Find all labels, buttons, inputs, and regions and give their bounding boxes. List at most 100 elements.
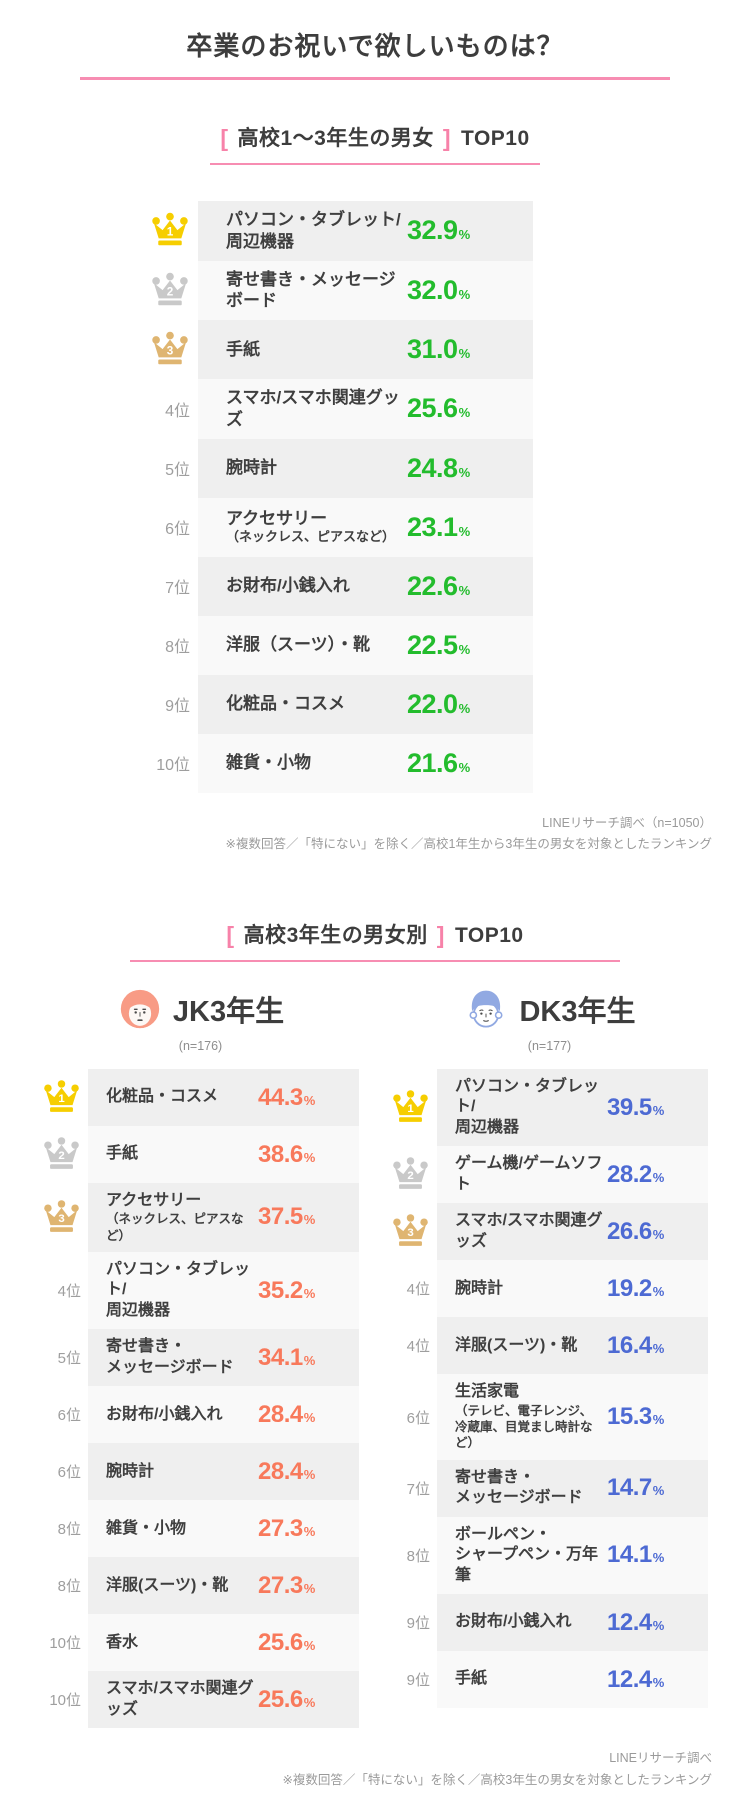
crown-bronze-icon: 3	[393, 1214, 428, 1247]
item-value: 14.1%	[607, 1541, 665, 1569]
item-value: 25.6%	[407, 393, 470, 424]
item-label: ボールペン・ シャープペン・万年筆	[455, 1525, 599, 1584]
ranking-row-body: 寄せ書き・ メッセージボード 14.7%	[437, 1459, 708, 1517]
item-label: 香水	[106, 1633, 139, 1651]
percent-sign: %	[652, 1283, 665, 1299]
crown-bronze-icon: 3	[44, 1200, 79, 1232]
svg-text:2: 2	[58, 1150, 64, 1162]
crown-silver-icon: 2	[152, 272, 188, 306]
rank-crown: 1	[42, 1069, 88, 1126]
item-label: 化粧品・コスメ	[226, 694, 345, 714]
overall-ranking-table: 1 パソコン・タブレット/周辺機器 32.9% 2 寄せ書き・メッセージボード 32.0%…	[110, 201, 533, 793]
item-value: 34.1%	[258, 1343, 315, 1371]
rank-label: 4位	[406, 1281, 430, 1299]
rank-crown: 2	[42, 1126, 88, 1183]
bracket-open: [	[226, 922, 235, 948]
rank-label: 8位	[57, 1578, 81, 1596]
item-label: 腕時計	[106, 1462, 155, 1480]
item-label: 腕時計	[455, 1279, 504, 1297]
rank-label: 4位	[406, 1338, 430, 1356]
gender-columns: JK3年生 (n=176) 1 化粧品・コスメ 44.3% 2 手紙 38.6% 3 アクセサ…	[0, 986, 750, 1729]
item-value: 32.9%	[407, 215, 470, 246]
item-label: お財布/小銭入れ	[106, 1405, 223, 1423]
item-value: 24.8%	[407, 452, 470, 483]
item-label: パソコン・タブレット/ 周辺機器	[106, 1260, 251, 1319]
crown-gold-icon: 1	[152, 213, 188, 246]
ranking-row: 4位 スマホ/スマホ関連グッズ 25.6%	[110, 379, 533, 439]
percent-sign: %	[458, 346, 471, 361]
percent-sign: %	[303, 1149, 316, 1165]
item-value: 38.6%	[258, 1140, 316, 1168]
percent-sign: %	[303, 1092, 316, 1108]
item-label: 化粧品・コスメ	[106, 1088, 219, 1106]
svg-text:2: 2	[407, 1171, 413, 1183]
item-label: 手紙	[226, 339, 260, 359]
item-value: 16.4%	[607, 1331, 664, 1359]
section-overall-top10: [高校1〜3年生の男女] TOP10 1 パソコン・タブレット/周辺機器 32.9% 2…	[0, 122, 750, 855]
percent-sign: %	[303, 1466, 316, 1482]
rank-crown: 2	[110, 261, 198, 321]
rank-label: 9位	[406, 1615, 430, 1633]
bracket-open: [	[220, 125, 229, 151]
ranking-row: 6位 お財布/小銭入れ 28.4%	[42, 1386, 359, 1444]
percent-sign: %	[458, 759, 471, 775]
section1-title: [高校1〜3年生の男女] TOP10	[0, 122, 750, 152]
percent-sign: %	[652, 1226, 665, 1242]
item-label-sub: （ネックレス、ピアスなど）	[226, 529, 396, 545]
rank-crown: 2	[391, 1146, 437, 1203]
item-value: 27.3%	[258, 1571, 315, 1599]
rank-label: 6位	[406, 1409, 430, 1427]
item-label: 洋服(スーツ)・靴	[455, 1336, 578, 1354]
rank-crown: 3	[42, 1183, 88, 1252]
ranking-row-body: お財布/小銭入れ 28.4%	[88, 1386, 359, 1444]
item-value: 22.6%	[407, 570, 470, 601]
rank-label: 7位	[406, 1480, 430, 1498]
ranking-row-body: 雑貨・小物 21.6%	[198, 733, 533, 793]
ranking-row-body: 化粧品・コスメ 22.0%	[198, 674, 533, 734]
jk-girl-avatar-icon	[120, 989, 160, 1029]
dk-heading: DK3年生	[519, 996, 636, 1028]
jk-column: JK3年生 (n=176) 1 化粧品・コスメ 44.3% 2 手紙 38.6% 3 アクセサ…	[42, 986, 359, 1729]
item-label: 雑貨・小物	[106, 1519, 187, 1537]
rank-label: 6位	[57, 1464, 81, 1482]
item-value: 12.4%	[607, 1665, 664, 1693]
item-label: ゲーム機/ゲームソフト	[455, 1155, 603, 1193]
ranking-row-body: 香水 25.6%	[88, 1614, 359, 1672]
item-value: 44.3%	[258, 1083, 316, 1111]
ranking-row-body: 洋服(スーツ)・靴 16.4%	[437, 1317, 708, 1375]
rank-label: 5位	[57, 1350, 81, 1368]
ranking-row: 5位 寄せ書き・ メッセージボード 34.1%	[42, 1329, 359, 1387]
bracket-close: ]	[442, 125, 452, 151]
item-value: 35.2%	[258, 1276, 315, 1304]
ranking-row: 10位 スマホ/スマホ関連グッズ 25.6%	[42, 1671, 359, 1729]
ranking-row: 7位 寄せ書き・ メッセージボード 14.7%	[391, 1459, 708, 1517]
title-underline	[80, 77, 670, 80]
dk-ranking-table: 1 パソコン・タブレット/ 周辺機器 39.5% 2 ゲーム機/ゲームソフト 28.2% 3…	[391, 1069, 708, 1709]
percent-sign: %	[652, 1550, 665, 1566]
rank-label: 9位	[165, 698, 190, 715]
ranking-row: 7位 お財布/小銭入れ 22.6%	[110, 556, 533, 616]
ranking-row-body: お財布/小銭入れ 12.4%	[437, 1594, 708, 1652]
ranking-row-body: アクセサリー （ネックレス、ピアスなど） 23.1%	[198, 497, 533, 557]
ranking-row-body: スマホ/スマホ関連グッズ 25.6%	[198, 379, 533, 439]
item-value: 39.5%	[607, 1093, 664, 1121]
svg-text:3: 3	[167, 344, 174, 357]
crown-gold-icon: 1	[44, 1080, 79, 1112]
page-title: 卒業のお祝いで欲しいものは？	[186, 31, 564, 61]
rank-label: 6位	[165, 521, 190, 538]
bracket-close: ]	[436, 922, 445, 948]
ranking-row: 9位 化粧品・コスメ 22.0%	[110, 674, 533, 734]
dk-boy-avatar-icon	[470, 990, 503, 1028]
rank-label: 6位	[57, 1407, 81, 1425]
rank-label: 10位	[49, 1635, 81, 1653]
item-label-sub: （ネックレス、ピアスなど）	[106, 1212, 244, 1243]
ranking-row-body: 洋服（スーツ）・靴 22.5%	[198, 615, 533, 675]
ranking-row-body: 寄せ書き・ メッセージボード 34.1%	[88, 1329, 359, 1387]
rank-label: 10位	[156, 757, 190, 774]
item-label: アクセサリー （ネックレス、ピアスなど）	[106, 1191, 258, 1244]
ranking-row-body: ゲーム機/ゲームソフト 28.2%	[437, 1146, 708, 1204]
ranking-row-body: 腕時計 24.8%	[198, 438, 533, 498]
ranking-row-body: スマホ/スマホ関連グッズ 25.6%	[88, 1671, 359, 1729]
jk-ranking-table: 1 化粧品・コスメ 44.3% 2 手紙 38.6% 3 アクセサリー （ネックレス、ピアスなど…	[42, 1069, 359, 1729]
section1-top10-label: TOP10	[461, 127, 530, 150]
